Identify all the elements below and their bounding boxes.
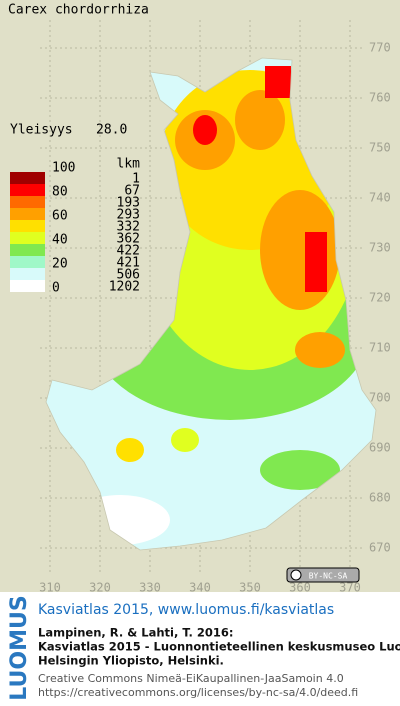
legend-scale-label: 100 [52,161,75,176]
zone [193,115,217,145]
legend-swatch [10,244,45,256]
species-title: Carex chordorrhiza [8,3,149,18]
frequency-value: 28.0 [96,123,127,138]
logo: LUOMUS [7,595,32,700]
northing-label: 680 [369,491,391,505]
legend-swatch [10,220,45,232]
northing-label: 710 [369,341,391,355]
legend-scale-label: 0 [52,281,60,296]
legend-swatch [10,268,45,280]
northing-label: 730 [369,241,391,255]
zone [265,66,291,98]
legend-count: 422 [117,244,140,259]
northing-label: 720 [369,291,391,305]
outline [45,57,377,551]
easting-label: 370 [339,581,361,595]
count-header: lkm [117,157,141,172]
easting-label: 360 [289,581,311,595]
northing-label: 750 [369,141,391,155]
legend-count: 67 [124,184,140,199]
easting-label: 330 [139,581,161,595]
legend-scale-label: 80 [52,185,68,200]
zone [116,438,144,462]
legend-count: 506 [117,268,140,283]
footer-background [0,592,400,702]
legend-count: 332 [117,220,140,235]
easting-label: 350 [239,581,261,595]
northing-label: 670 [369,541,391,555]
northing-label: 700 [369,391,391,405]
frequency-label: Yleisyys [10,123,73,138]
license-badge-text: BY-NC-SA [309,572,348,581]
site-link: Kasviatlas 2015, www.luomus.fi/kasviatla… [38,602,334,618]
northing-label: 760 [369,91,391,105]
zone [260,450,340,490]
legend-swatch [10,232,45,244]
legend-swatch [10,184,45,196]
legend-swatch [10,196,45,208]
legend-scale-label: 60 [52,209,68,224]
legend-count: 421 [117,256,140,271]
license-text: Creative Commons Nimeä-EiKaupallinen-Jaa… [38,672,344,685]
easting-label: 310 [39,581,61,595]
legend-swatch [10,208,45,220]
zone [235,90,285,150]
license-url: https://creativecommons.org/licenses/by-… [38,686,358,699]
legend-count: 1 [132,172,140,187]
legend-scale-label: 20 [52,257,68,272]
northing-label: 770 [369,41,391,55]
legend-count: 362 [117,232,140,247]
legend-scale-label: 40 [52,233,68,248]
legend-swatch [10,280,45,292]
zone [260,190,340,310]
license-badge: BY-NC-SA [286,567,360,583]
easting-label: 320 [89,581,111,595]
northing-label: 690 [369,441,391,455]
legend-count: 193 [117,196,140,211]
zone [305,232,327,292]
citation: Helsingin Yliopisto, Helsinki. [38,654,224,668]
legend-swatch [10,172,45,184]
legend-count: 293 [117,208,140,223]
citation: Lampinen, R. & Lahti, T. 2016: [38,626,233,640]
legend-count: 1202 [109,280,140,295]
easting-label: 340 [189,581,211,595]
zone [171,428,199,452]
legend-swatch [10,256,45,268]
zone [295,332,345,368]
citation: Kasviatlas 2015 - Luonnontieteellinen ke… [38,640,400,654]
northing-label: 740 [369,191,391,205]
